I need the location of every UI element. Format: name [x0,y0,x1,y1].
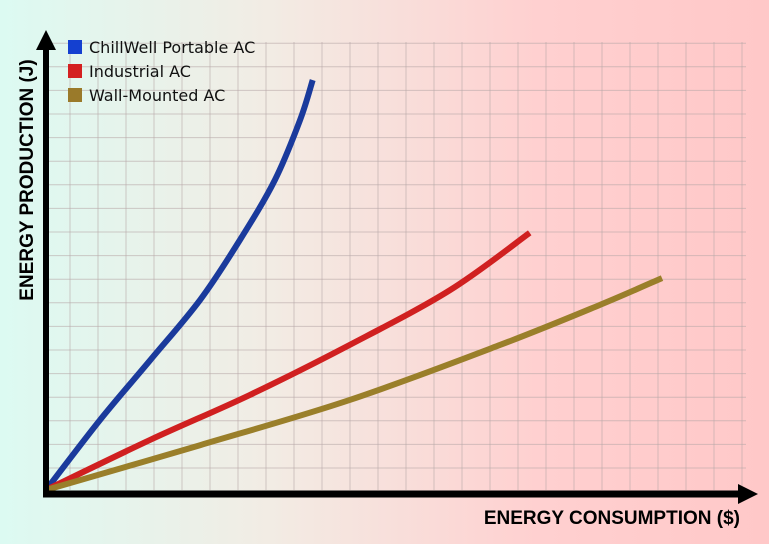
legend-swatch-wall-mounted-ac [68,88,82,102]
axes [36,30,758,504]
legend-label-wall-mounted-ac: Wall-Mounted AC [89,86,225,105]
x-axis-title: ENERGY CONSUMPTION ($) [484,508,740,529]
grid [46,42,746,490]
series-line-industrial-ac [44,230,532,493]
series-line-wall-mounted-ac [45,275,664,493]
y-axis-arrow-icon [36,30,56,50]
legend-label-chillwell-portable-ac: ChillWell Portable AC [89,38,255,57]
legend: ChillWell Portable AC Industrial AC Wall-M… [68,38,255,105]
legend-swatch-chillwell-portable-ac [68,40,82,54]
series-lines [43,79,664,493]
legend-label-industrial-ac: Industrial AC [89,62,191,81]
y-axis-title: ENERGY PRODUCTION (J) [17,59,38,300]
series-line-chillwell-portable-ac [43,79,316,492]
legend-swatch-industrial-ac [68,64,82,78]
x-axis-arrow-icon [738,484,758,504]
